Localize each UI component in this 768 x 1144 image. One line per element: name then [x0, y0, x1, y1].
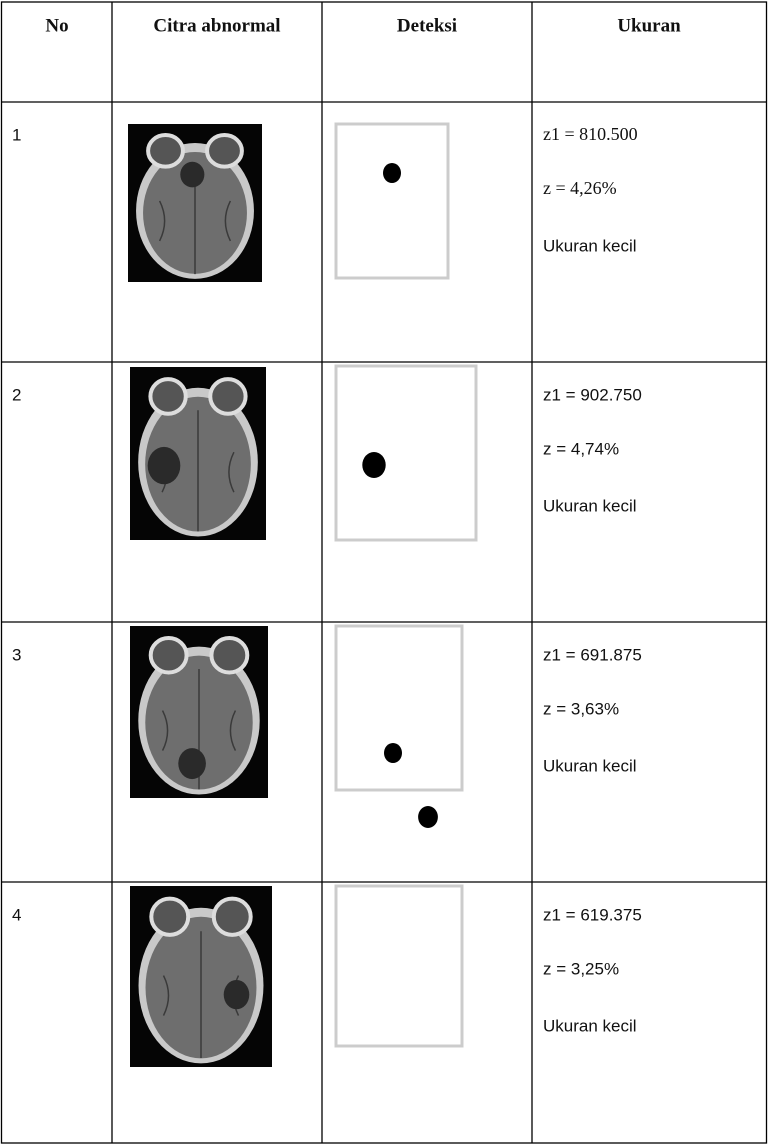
eye: [211, 896, 253, 937]
detected-region: [418, 806, 438, 828]
size-label: Ukuran kecil: [543, 756, 637, 775]
area-pixels: z1 = 810.500: [543, 124, 638, 144]
size-label: Ukuran kecil: [543, 496, 637, 515]
area-pixels: z1 = 619.375: [543, 905, 642, 924]
detection-image: [334, 806, 464, 1048]
detected-region: [384, 743, 402, 763]
area-percent: z = 4,74%: [543, 439, 619, 458]
eye: [148, 636, 189, 675]
eye: [149, 896, 191, 937]
tumor: [223, 979, 250, 1010]
detection-frame: [334, 624, 464, 792]
row-number: 4: [12, 905, 21, 924]
row-number: 3: [12, 645, 21, 664]
detected-region: [383, 163, 401, 183]
mri-image: [130, 886, 272, 1067]
detection-image: [334, 624, 464, 792]
mri-image: [130, 626, 268, 798]
detection-image: [334, 122, 450, 280]
detection-frame: [334, 122, 450, 280]
eye: [208, 377, 248, 416]
header-cell: Deteksi: [397, 15, 457, 36]
row-number: 1: [12, 125, 21, 144]
header-cell: No: [45, 15, 68, 36]
detected-region: [362, 452, 386, 478]
mri-image: [130, 367, 266, 540]
row-number: 2: [12, 385, 21, 404]
tumor: [147, 446, 181, 485]
detection-frame: [334, 884, 464, 1048]
tumor: [180, 161, 205, 188]
detection-image: [334, 364, 478, 542]
detection-frame: [334, 364, 478, 542]
header-cell: Ukuran: [617, 15, 681, 36]
eye: [209, 636, 250, 675]
size-label: Ukuran kecil: [543, 236, 637, 255]
tumor: [178, 748, 206, 780]
area-percent: z = 3,25%: [543, 959, 619, 978]
size-label: Ukuran kecil: [543, 1016, 637, 1035]
eye: [148, 377, 188, 416]
eye: [205, 133, 244, 169]
area-percent: z = 3,63%: [543, 699, 619, 718]
mri-image: [128, 124, 262, 282]
header-cell: Citra abnormal: [153, 15, 280, 36]
eye: [146, 133, 185, 169]
area-pixels: z1 = 691.875: [543, 645, 642, 664]
area-percent: z = 4,26%: [543, 178, 617, 198]
area-pixels: z1 = 902.750: [543, 385, 642, 404]
